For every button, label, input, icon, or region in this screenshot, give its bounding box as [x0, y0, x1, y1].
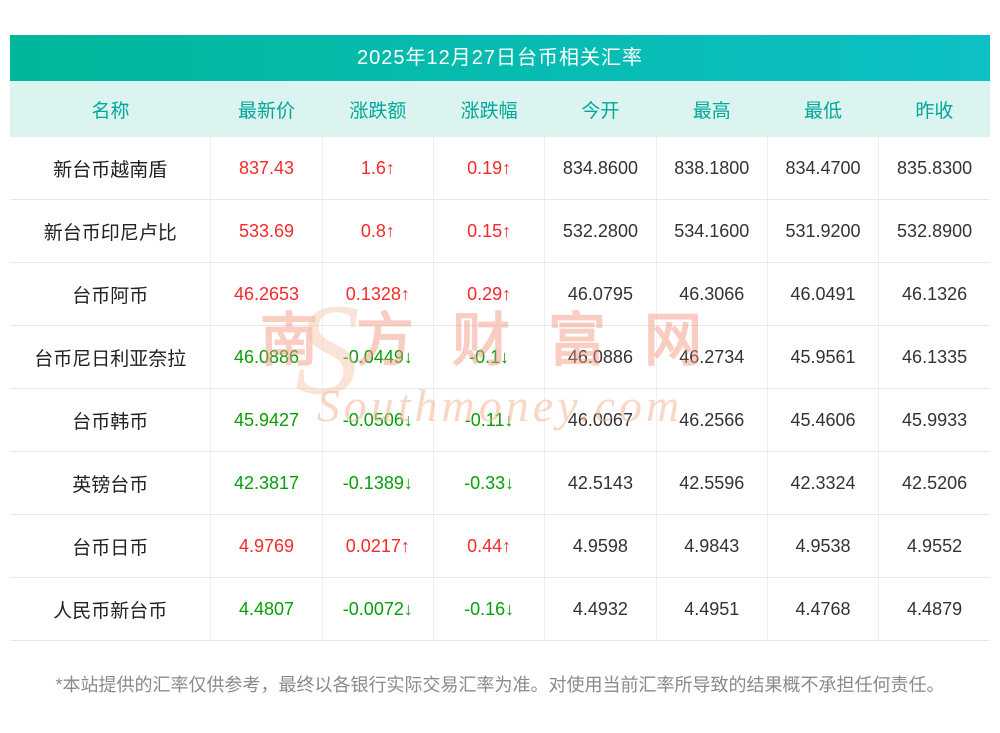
cell-prev: 46.1326	[878, 262, 990, 326]
cell-name: 新台币越南盾	[10, 137, 212, 200]
table-row: 新台币越南盾 837.43 1.6↑ 0.19↑ 834.8600 838.18…	[10, 137, 990, 200]
cell-change: 0.1328↑	[322, 262, 434, 326]
column-header-high: 最高	[656, 81, 768, 137]
cell-price: 42.3817	[210, 451, 323, 515]
cell-price: 533.69	[210, 199, 323, 263]
cell-prev: 4.9552	[878, 514, 990, 578]
table-row: 人民币新台币 4.4807 -0.0072↓ -0.16↓ 4.4932 4.4…	[10, 577, 990, 641]
cell-low: 4.4768	[767, 577, 880, 641]
cell-high: 534.1600	[656, 199, 768, 263]
cell-change: -0.0449↓	[322, 325, 434, 389]
cell-name: 台币日币	[10, 514, 212, 578]
cell-change: 0.0217↑	[322, 514, 434, 578]
cell-name: 人民币新台币	[10, 577, 212, 641]
cell-change: -0.0506↓	[322, 388, 434, 452]
table-row: 台币阿币 46.2653 0.1328↑ 0.29↑ 46.0795 46.30…	[10, 262, 990, 326]
rates-table: 名称 最新价 涨跌额 涨跌幅 今开 最高 最低 昨收 新台币越南盾 837.43…	[10, 81, 990, 641]
cell-open: 4.4932	[544, 577, 657, 641]
cell-name: 英镑台币	[10, 451, 212, 515]
table-row: 台币尼日利亚奈拉 46.0886 -0.0449↓ -0.1↓ 46.0886 …	[10, 325, 990, 389]
cell-price: 4.4807	[210, 577, 323, 641]
cell-high: 46.2734	[656, 325, 768, 389]
cell-low: 834.4700	[767, 137, 880, 200]
cell-price: 837.43	[210, 137, 323, 200]
cell-change: 1.6↑	[322, 137, 434, 200]
cell-low: 4.9538	[767, 514, 880, 578]
column-header-pct: 涨跌幅	[433, 81, 545, 137]
cell-prev: 46.1335	[878, 325, 990, 389]
cell-low: 531.9200	[767, 199, 880, 263]
table-row: 台币韩币 45.9427 -0.0506↓ -0.11↓ 46.0067 46.…	[10, 388, 990, 452]
cell-open: 46.0886	[544, 325, 657, 389]
cell-low: 42.3324	[767, 451, 880, 515]
disclaimer-text: *本站提供的汇率仅供参考，最终以各银行实际交易汇率为准。对使用当前汇率所导致的结…	[55, 675, 945, 695]
cell-prev: 4.4879	[878, 577, 990, 641]
cell-price: 4.9769	[210, 514, 323, 578]
cell-name: 新台币印尼卢比	[10, 199, 212, 263]
cell-low: 45.4606	[767, 388, 880, 452]
table-row: 台币日币 4.9769 0.0217↑ 0.44↑ 4.9598 4.9843 …	[10, 514, 990, 578]
column-header-change: 涨跌额	[322, 81, 434, 137]
cell-pct: -0.11↓	[433, 388, 546, 452]
column-header-low: 最低	[767, 81, 879, 137]
header-row: 名称 最新价 涨跌额 涨跌幅 今开 最高 最低 昨收	[10, 81, 990, 137]
cell-name: 台币尼日利亚奈拉	[10, 325, 212, 389]
cell-high: 838.1800	[656, 137, 768, 200]
cell-open: 46.0067	[544, 388, 657, 452]
cell-high: 4.9843	[656, 514, 768, 578]
cell-low: 45.9561	[767, 325, 880, 389]
column-header-open: 今开	[544, 81, 657, 137]
cell-pct: 0.44↑	[433, 514, 546, 578]
cell-high: 4.4951	[656, 577, 768, 641]
cell-prev: 835.8300	[878, 137, 990, 200]
cell-pct: -0.33↓	[433, 451, 546, 515]
column-header-price: 最新价	[210, 81, 323, 137]
cell-prev: 42.5206	[878, 451, 990, 515]
cell-high: 46.2566	[656, 388, 768, 452]
cell-open: 532.2800	[544, 199, 657, 263]
table-row: 新台币印尼卢比 533.69 0.8↑ 0.15↑ 532.2800 534.1…	[10, 199, 990, 263]
cell-high: 46.3066	[656, 262, 768, 326]
cell-open: 46.0795	[544, 262, 657, 326]
cell-change: -0.0072↓	[322, 577, 434, 641]
cell-prev: 45.9933	[878, 388, 990, 452]
column-header-name: 名称	[10, 81, 211, 137]
cell-open: 4.9598	[544, 514, 657, 578]
rates-page: 2025年12月27日台币相关汇率 名称 最新价 涨跌额 涨跌幅 今开 最高 最…	[10, 35, 990, 732]
page-title: 2025年12月27日台币相关汇率	[10, 35, 990, 81]
cell-price: 45.9427	[210, 388, 323, 452]
cell-low: 46.0491	[767, 262, 880, 326]
cell-prev: 532.8900	[878, 199, 990, 263]
column-header-prev: 昨收	[878, 81, 990, 137]
cell-pct: 0.19↑	[433, 137, 546, 200]
cell-price: 46.0886	[210, 325, 323, 389]
cell-price: 46.2653	[210, 262, 323, 326]
cell-name: 台币阿币	[10, 262, 212, 326]
cell-name: 台币韩币	[10, 388, 212, 452]
cell-pct: -0.16↓	[433, 577, 546, 641]
cell-pct: -0.1↓	[433, 325, 546, 389]
cell-pct: 0.29↑	[433, 262, 546, 326]
cell-change: -0.1389↓	[322, 451, 434, 515]
cell-high: 42.5596	[656, 451, 768, 515]
table-row: 英镑台币 42.3817 -0.1389↓ -0.33↓ 42.5143 42.…	[10, 451, 990, 515]
cell-change: 0.8↑	[322, 199, 434, 263]
cell-open: 834.8600	[544, 137, 657, 200]
cell-open: 42.5143	[544, 451, 657, 515]
cell-pct: 0.15↑	[433, 199, 546, 263]
